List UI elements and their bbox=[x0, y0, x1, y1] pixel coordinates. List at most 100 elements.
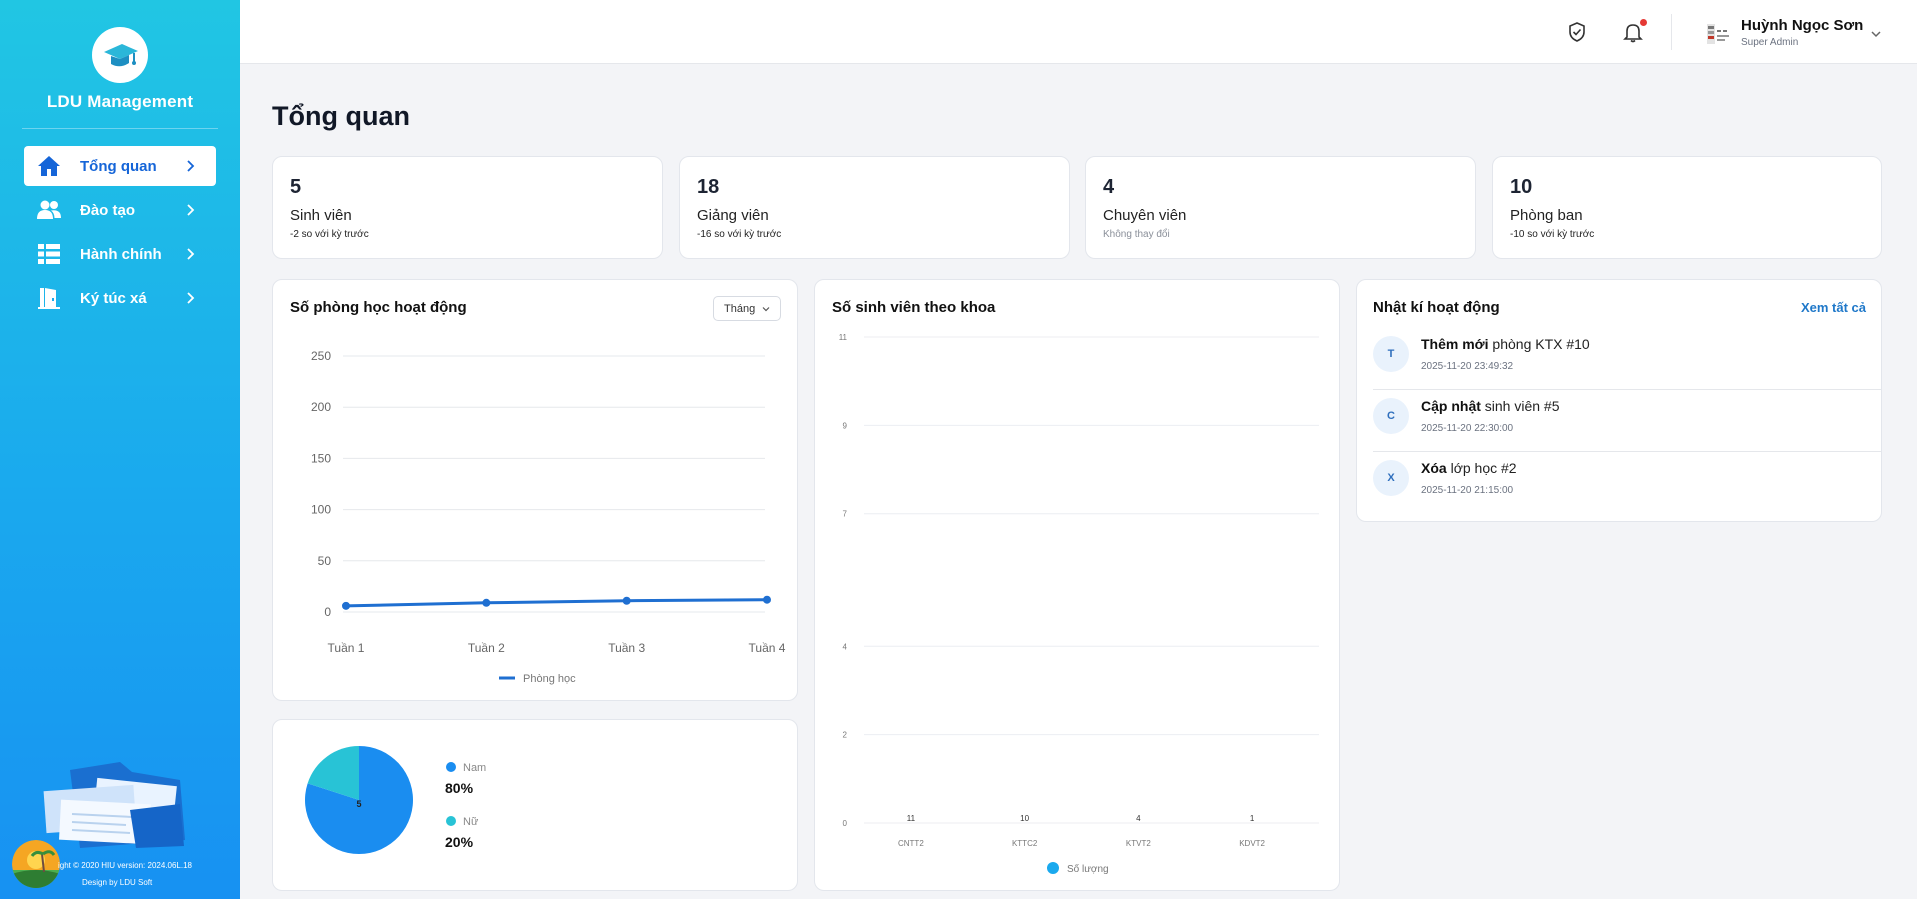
y-tick-label: 9 bbox=[843, 421, 848, 430]
stat-value: 10 bbox=[1510, 176, 1533, 198]
y-tick-label: 200 bbox=[311, 400, 331, 414]
stat-card-lecturers[interactable]: 18 Giảng viên -16 so với kỳ trước bbox=[679, 156, 1070, 259]
gender-chart-card: 5 Nam 80% Nữ 20% bbox=[272, 719, 798, 891]
brand-name: LDU Management bbox=[46, 92, 194, 111]
activity-item[interactable]: X Xóa lớp học #2 2025-11-20 21:15:00 bbox=[1373, 453, 1881, 514]
legend-label: Phòng học bbox=[523, 673, 576, 685]
faculty-chart-card: Số sinh viên theo khoa 0 2 4 7 9 11 11 CNTT2 10 K… bbox=[814, 279, 1340, 891]
stat-label: Sinh viên bbox=[290, 207, 352, 224]
footer-credit: Design by LDU Soft bbox=[82, 878, 153, 887]
legend-swatch bbox=[446, 762, 456, 772]
bell-icon[interactable] bbox=[1622, 21, 1644, 43]
x-tick-label: Tuần 1 bbox=[328, 641, 365, 655]
sidebar-item-tong-quan[interactable]: Tổng quan bbox=[24, 146, 216, 186]
y-tick-label: 50 bbox=[318, 554, 332, 568]
x-tick-label: Tuần 3 bbox=[608, 641, 645, 655]
activity-text: Cập nhật sinh viên #5 bbox=[1421, 398, 1560, 414]
activity-avatar: X bbox=[1373, 460, 1409, 496]
sidebar-item-label: Ký túc xá bbox=[80, 289, 147, 307]
sidebar-item-label: Hành chính bbox=[80, 245, 162, 263]
door-icon bbox=[36, 287, 62, 309]
user-avatar[interactable] bbox=[1706, 22, 1732, 46]
sidebar-item-hanh-chinh[interactable]: Hành chính bbox=[24, 234, 216, 274]
graduation-cap-icon bbox=[104, 44, 138, 67]
activity-object: lớp học #2 bbox=[1450, 460, 1517, 476]
notification-badge bbox=[1640, 19, 1647, 26]
y-tick-label: 0 bbox=[843, 819, 848, 828]
stat-label: Giảng viên bbox=[697, 207, 769, 224]
chevron-right-icon bbox=[187, 204, 195, 216]
legend-label: Nữ bbox=[463, 816, 479, 828]
stat-card-specialists[interactable]: 4 Chuyên viên Không thay đổi bbox=[1085, 156, 1476, 259]
stat-card-students[interactable]: 5 Sinh viên -2 so với kỳ trước bbox=[272, 156, 663, 259]
activity-action: Xóa bbox=[1421, 460, 1447, 476]
stat-card-departments[interactable]: 10 Phòng ban -10 so với kỳ trước bbox=[1492, 156, 1882, 259]
activity-log-card: Nhật kí hoạt động Xem tất cả T Thêm mới … bbox=[1356, 279, 1882, 522]
shield-check-icon[interactable] bbox=[1566, 21, 1588, 43]
chevron-right-icon bbox=[187, 292, 195, 304]
sidebar-item-dao-tao[interactable]: Đào tạo bbox=[24, 190, 216, 230]
x-tick-label: KTVT2 bbox=[1126, 839, 1151, 848]
folder-illustration bbox=[43, 762, 185, 848]
x-tick-label: Tuần 4 bbox=[749, 641, 786, 655]
data-label: 11 bbox=[907, 814, 916, 823]
activity-text: Thêm mới phòng KTX #10 bbox=[1421, 336, 1590, 352]
sidebar-nav: Tổng quan Đào tạo Hành chính Ký túc xá bbox=[24, 146, 216, 322]
y-tick-label: 7 bbox=[843, 510, 848, 519]
stat-value: 4 bbox=[1103, 176, 1115, 198]
top-header bbox=[240, 0, 1917, 64]
bar bbox=[1019, 381, 1031, 823]
y-tick-label: 2 bbox=[843, 731, 848, 740]
bar bbox=[1132, 646, 1144, 823]
logo[interactable] bbox=[92, 27, 148, 83]
activity-text: Xóa lớp học #2 bbox=[1421, 460, 1517, 476]
series-line bbox=[345, 598, 768, 608]
data-point bbox=[763, 595, 771, 604]
activity-time: 2025-11-20 22:30:00 bbox=[1421, 423, 1514, 434]
rooms-chart-card: Số phòng học hoạt động Tháng 0 50 100 150 20… bbox=[272, 279, 798, 701]
data-point bbox=[482, 598, 491, 607]
y-tick-label: 0 bbox=[324, 605, 331, 619]
see-all-link[interactable]: Xem tất cả bbox=[1800, 300, 1866, 315]
data-label: 4 bbox=[1136, 814, 1141, 823]
card-title: Số phòng học hoạt động bbox=[290, 299, 467, 316]
activity-action: Thêm mới bbox=[1421, 336, 1489, 352]
data-label: 10 bbox=[1020, 814, 1029, 823]
period-select[interactable]: Tháng bbox=[713, 296, 781, 321]
user-name[interactable]: Huỳnh Ngọc Sơn bbox=[1741, 17, 1864, 34]
data-point bbox=[622, 596, 631, 605]
legend-percent: 80% bbox=[445, 780, 474, 796]
legend-swatch bbox=[446, 816, 456, 826]
x-tick-label: KTTC2 bbox=[1012, 839, 1038, 848]
page-title: Tổng quan bbox=[272, 101, 410, 131]
scrollbar[interactable] bbox=[1897, 64, 1917, 899]
legend-swatch bbox=[1047, 862, 1059, 874]
activity-avatar: C bbox=[1373, 398, 1409, 434]
pie-chart: 5 Nam 80% Nữ 20% bbox=[305, 746, 486, 854]
user-role: Super Admin bbox=[1741, 37, 1799, 48]
app-avatar[interactable] bbox=[12, 840, 60, 888]
stat-delta: -10 so với kỳ trước bbox=[1510, 229, 1595, 240]
legend-label: Số lượng bbox=[1067, 863, 1109, 875]
activity-item[interactable]: C Cập nhật sinh viên #5 2025-11-20 22:30… bbox=[1373, 391, 1881, 452]
chevron-down-icon bbox=[762, 307, 770, 312]
stat-delta: -2 so với kỳ trước bbox=[290, 229, 369, 240]
pie-slice bbox=[307, 746, 359, 800]
activity-item[interactable]: T Thêm mới phòng KTX #10 2025-11-20 23:4… bbox=[1373, 329, 1881, 390]
chevron-down-icon[interactable] bbox=[1869, 27, 1883, 41]
pie-center-label: 5 bbox=[356, 799, 361, 809]
stat-delta: -16 so với kỳ trước bbox=[697, 229, 782, 240]
bar bbox=[905, 337, 917, 823]
activity-time: 2025-11-20 23:49:32 bbox=[1421, 361, 1514, 372]
sidebar-item-ky-tuc-xa[interactable]: Ký túc xá bbox=[24, 278, 216, 318]
legend-label: Nam bbox=[463, 762, 486, 774]
divider bbox=[1671, 14, 1672, 50]
y-tick-label: 250 bbox=[311, 349, 331, 363]
activity-object: phòng KTX #10 bbox=[1492, 336, 1590, 352]
card-title: Số sinh viên theo khoa bbox=[832, 299, 996, 316]
bar-chart: 0 2 4 7 9 11 11 CNTT2 10 KTTC2 4 KTVT2 1 KDVT2 Số lượn… bbox=[839, 333, 1319, 875]
activity-action: Cập nhật bbox=[1421, 398, 1481, 414]
x-tick-label: KDVT2 bbox=[1239, 839, 1265, 848]
y-tick-label: 4 bbox=[843, 642, 848, 651]
line-chart: 0 50 100 150 200 250 Tuần 1 Tuần 2 Tuần 3 Tuần 4 P… bbox=[311, 349, 786, 685]
